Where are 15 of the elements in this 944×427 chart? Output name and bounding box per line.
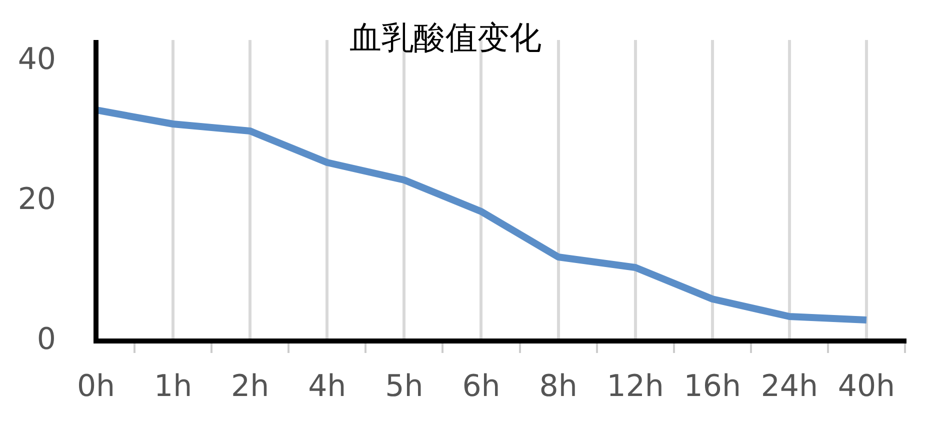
- x-tick-label: 5h: [385, 368, 424, 404]
- y-tick-label: 40: [18, 42, 56, 77]
- chart-title: 血乳酸值变化: [350, 19, 542, 56]
- x-tick-label: 24h: [760, 368, 818, 404]
- x-tick-label: 6h: [462, 368, 500, 404]
- x-tick-label: 0h: [76, 368, 116, 404]
- x-tick-label: 12h: [606, 368, 664, 404]
- x-tick-label: 1h: [154, 368, 192, 404]
- y-tick-label: 20: [18, 182, 56, 217]
- x-tick-label: 4h: [308, 368, 346, 404]
- x-tick-label: 8h: [539, 368, 578, 404]
- y-tick-label: 0: [36, 322, 56, 357]
- x-tick-label: 40h: [838, 368, 896, 404]
- x-tick-label: 16h: [684, 368, 741, 404]
- x-tick-label: 2h: [231, 368, 270, 404]
